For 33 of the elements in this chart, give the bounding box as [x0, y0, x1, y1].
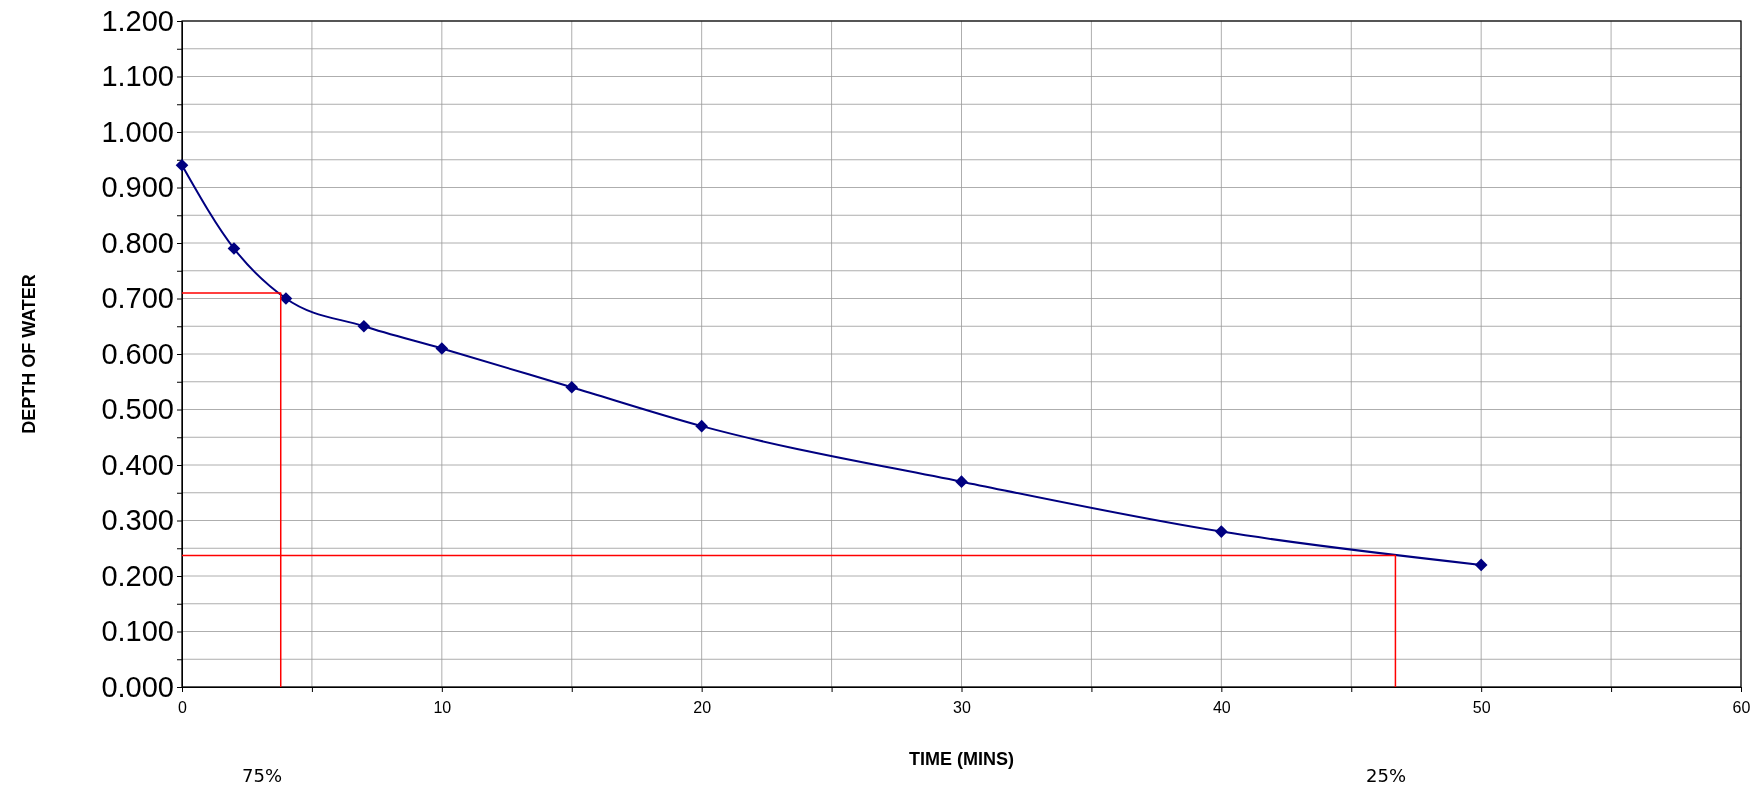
- text: 75%: [241, 765, 283, 786]
- y-tick-label: 1.200: [101, 4, 174, 37]
- text: 25%: [1365, 765, 1407, 786]
- point: [955, 475, 968, 488]
- point: [227, 242, 241, 255]
- y-tick-label: 0.400: [101, 448, 174, 481]
- y-tick-label: 0.800: [101, 226, 174, 259]
- y-tick-label: 0.200: [101, 559, 174, 592]
- y-tick-label: 0.100: [101, 615, 174, 648]
- x-tick-label: 20: [693, 698, 712, 716]
- y-tick-label: 1.000: [101, 115, 174, 148]
- point: [695, 419, 708, 433]
- y-tick-label: 0.900: [101, 171, 174, 204]
- point: [435, 342, 449, 355]
- x-tick-label: 60: [1732, 698, 1751, 716]
- x-tick-label: 50: [1472, 698, 1491, 716]
- y-tick-label: 0.300: [101, 504, 174, 537]
- x-tick-label: 0: [178, 698, 188, 716]
- x-tick-label: 30: [953, 698, 971, 716]
- point: [565, 380, 579, 394]
- x-axis-title: TIME (MINS): [909, 749, 1014, 769]
- point: [1474, 558, 1488, 572]
- y-tick-label: 0.700: [101, 282, 174, 315]
- x-tick-label: 10: [433, 698, 452, 716]
- y-tick-label: 1.100: [101, 60, 174, 93]
- y-tick-label: 0.500: [101, 393, 174, 426]
- point: [175, 158, 189, 172]
- point: [1215, 525, 1228, 538]
- y-tick-label: 0.000: [101, 670, 174, 703]
- point: [357, 319, 371, 333]
- y-tick-label: 0.600: [101, 337, 174, 370]
- x-tick-label: 40: [1212, 698, 1231, 716]
- y-axis-title: DEPTH OF WATER: [19, 274, 39, 434]
